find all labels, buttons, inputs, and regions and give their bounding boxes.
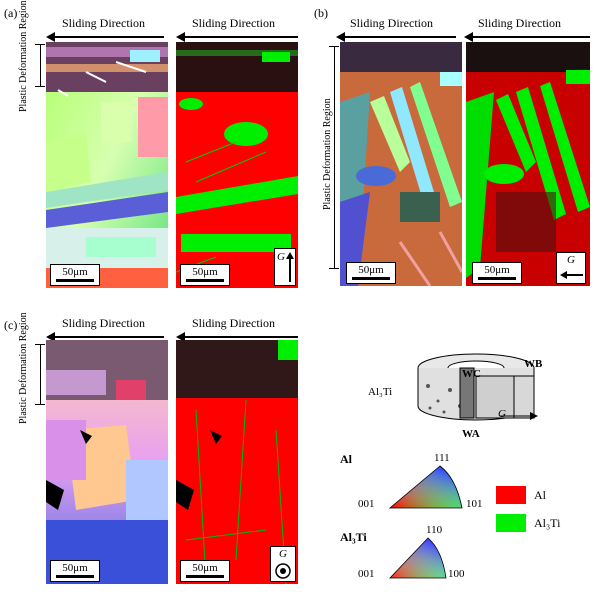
sliding-direction-arrow: [464, 32, 590, 42]
legend-swatch-al3ti: [496, 514, 526, 532]
region-bracket-cap: [329, 268, 339, 269]
legend-label-al3ti: Al₃Ti: [534, 516, 561, 530]
g-label: G: [279, 548, 287, 560]
scale-bar-label: 50μm: [192, 562, 218, 574]
specimen-schematic: [400, 346, 570, 438]
wb-label: WB: [524, 358, 543, 370]
plastic-deformation-region-label: Plastic Deformation Region: [322, 98, 333, 210]
ipf-triangle-al: [388, 464, 464, 510]
ipf-al3ti-left: 001: [358, 568, 375, 580]
panel-b-label: (b): [314, 6, 328, 20]
sliding-direction-label: Sliding Direction: [478, 16, 561, 30]
region-bracket-cap: [35, 344, 45, 345]
panel-c-label: (c): [4, 318, 18, 332]
ipf-al3ti-title: Al₃Ti: [340, 530, 367, 544]
g-label: G: [567, 254, 575, 266]
panel-a-label: (a): [4, 6, 18, 20]
scale-bar: 50μm: [346, 262, 396, 284]
phase-map: [176, 42, 298, 288]
growth-direction-indicator: G: [270, 546, 296, 582]
al3ti-schematic-label: Al₃Ti: [368, 386, 393, 398]
plastic-deformation-region-label: Plastic Deformation Region: [18, 0, 29, 112]
sliding-direction-arrow: [336, 32, 456, 42]
ipf-al-top: 111: [434, 452, 450, 464]
ipf-al3ti-top: 110: [426, 524, 443, 536]
region-bracket: [40, 344, 41, 404]
sliding-direction-label: Sliding Direction: [192, 316, 275, 330]
wa-label: WA: [462, 428, 480, 440]
sliding-direction-label: Sliding Direction: [62, 316, 145, 330]
ipf-al3ti-right: 100: [448, 568, 465, 580]
region-bracket-cap: [35, 86, 45, 87]
region-bracket: [40, 44, 41, 86]
growth-direction-indicator: G: [274, 248, 296, 286]
scale-bar-label: 50μm: [62, 562, 88, 574]
g-label: G: [277, 251, 285, 263]
legend-swatch-al: [496, 486, 526, 504]
scale-bar-label: 50μm: [192, 266, 218, 278]
plastic-deformation-region-label: Plastic Deformation Region: [18, 312, 29, 424]
growth-direction-indicator: G: [556, 252, 586, 284]
scale-bar: 50μm: [472, 262, 522, 284]
sliding-direction-label: Sliding Direction: [350, 16, 433, 30]
ipf-al-left: 001: [358, 498, 375, 510]
scale-bar-label: 50μm: [484, 264, 510, 276]
ebsd-ipf-map: [340, 42, 462, 286]
ebsd-ipf-map: [46, 340, 168, 584]
sliding-direction-arrow: [46, 32, 164, 42]
region-bracket: [334, 46, 335, 268]
sliding-direction-arrow: [176, 32, 298, 42]
phase-map: [176, 340, 298, 584]
wc-label: WC: [462, 368, 481, 380]
region-bracket-cap: [35, 404, 45, 405]
sliding-direction-label: Sliding Direction: [192, 16, 275, 30]
phase-map: [466, 42, 590, 286]
legend-label-al: Al: [534, 488, 546, 502]
sliding-direction-arrow: [46, 332, 164, 342]
ipf-al-right: 101: [466, 498, 483, 510]
ipf-al-title: Al: [340, 452, 352, 466]
ipf-triangle-al3ti: [388, 536, 448, 580]
scale-bar-label: 50μm: [358, 264, 384, 276]
ebsd-ipf-map: [46, 42, 168, 288]
region-bracket-cap: [35, 44, 45, 45]
scale-bar: 50μm: [50, 264, 100, 286]
sliding-direction-label: Sliding Direction: [62, 16, 145, 30]
sliding-direction-arrow: [176, 332, 298, 342]
scale-bar-label: 50μm: [62, 266, 88, 278]
g-label: G: [498, 408, 506, 420]
scale-bar: 50μm: [180, 264, 230, 286]
scale-bar: 50μm: [180, 560, 230, 582]
scale-bar: 50μm: [50, 560, 100, 582]
region-bracket-cap: [329, 46, 339, 47]
